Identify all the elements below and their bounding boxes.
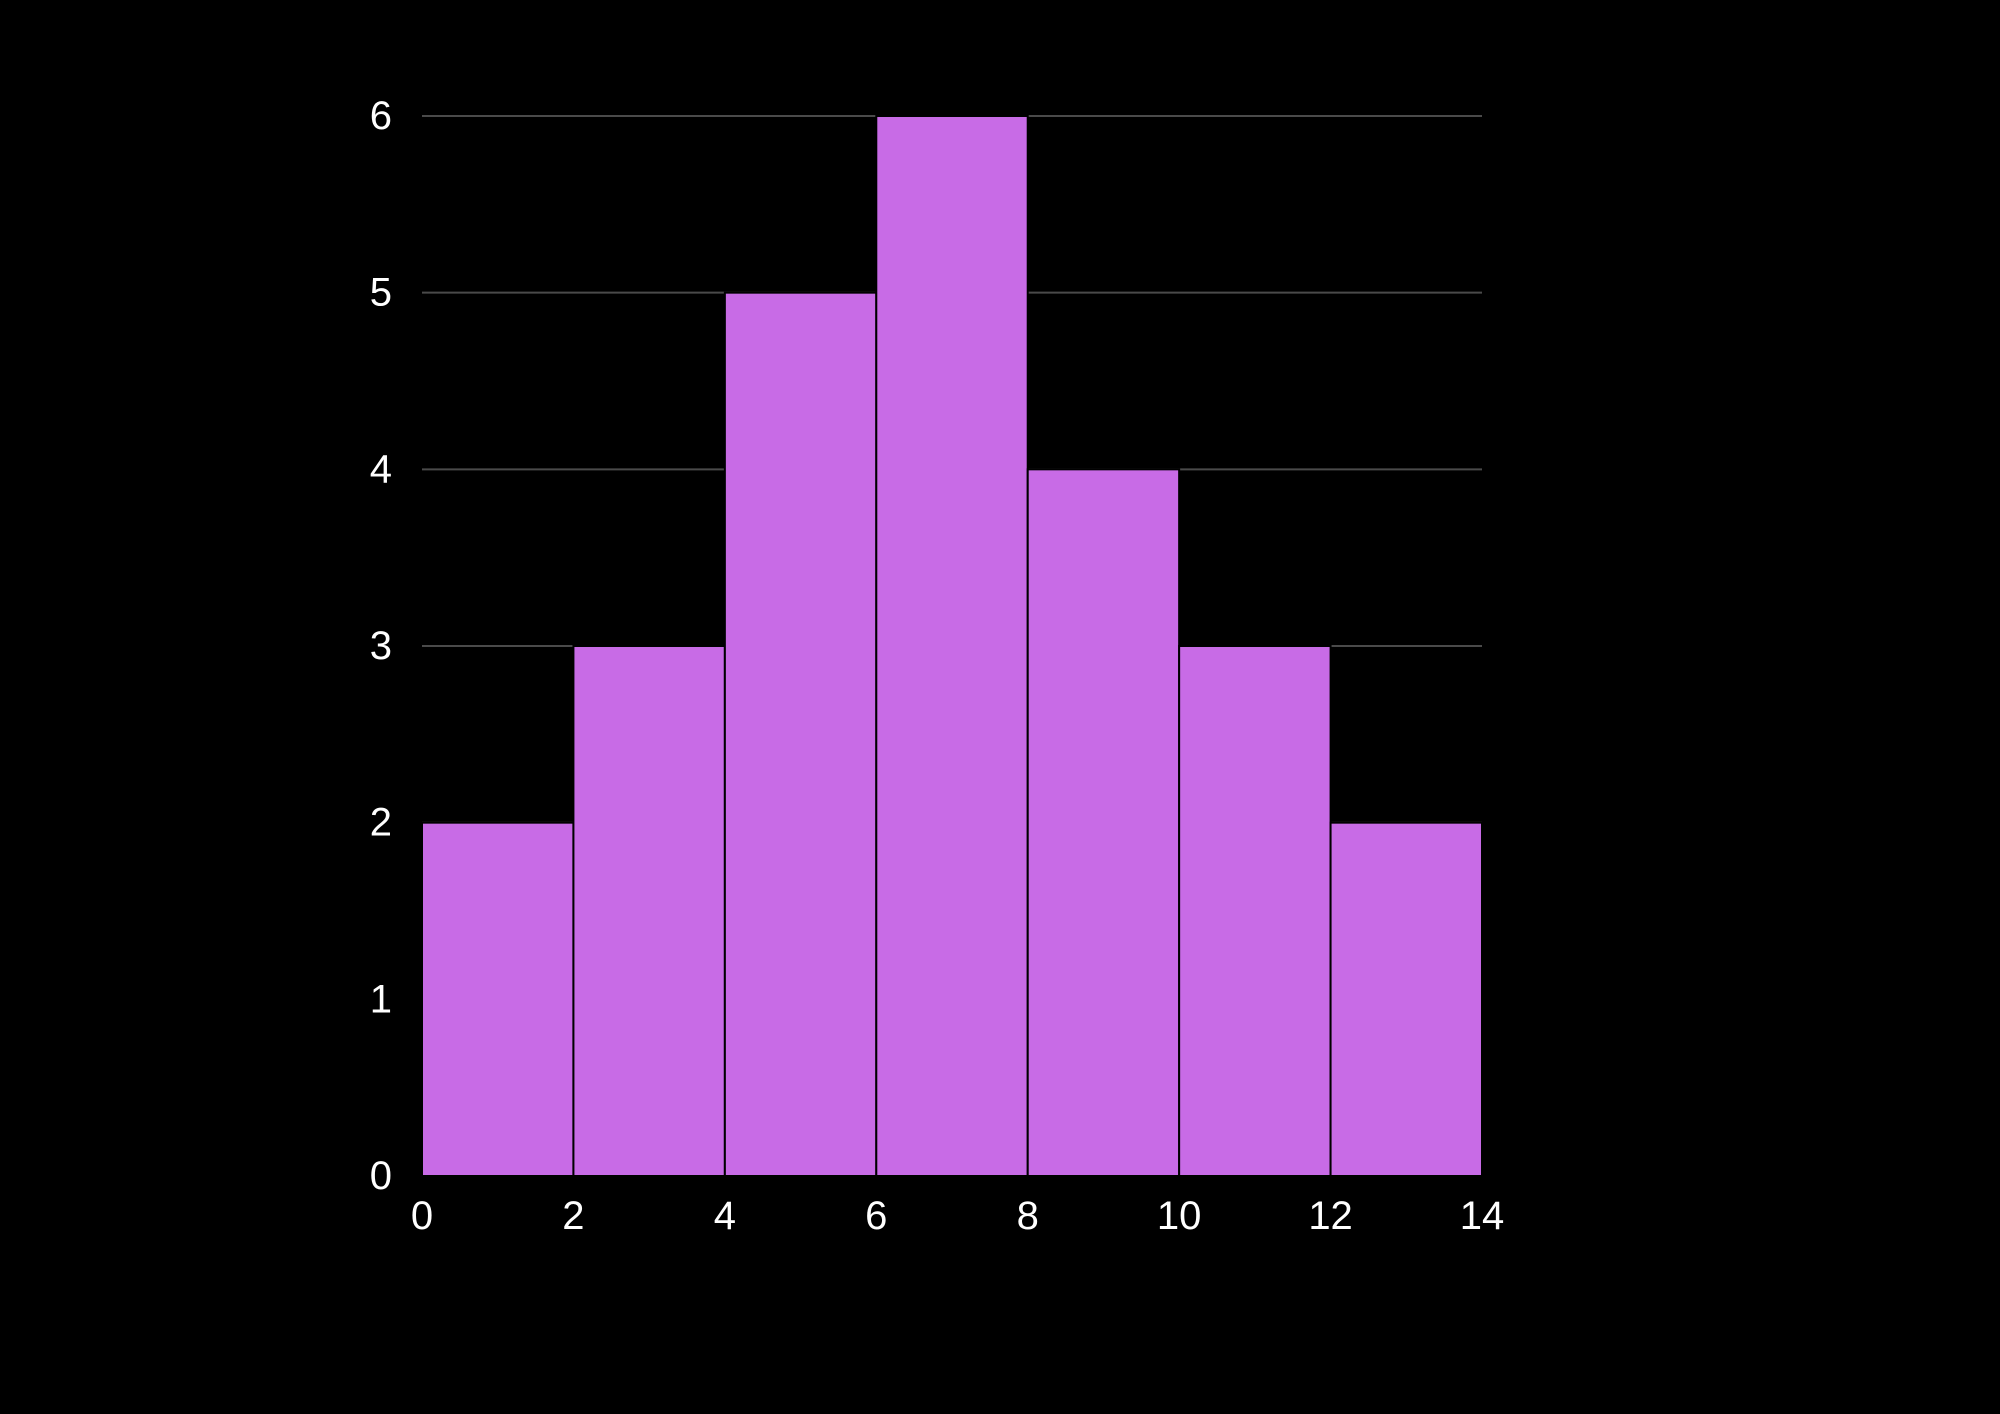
histogram-bar-0-2: [421, 821, 575, 1178]
x-tick-label-14: 14: [1460, 1194, 1505, 1238]
histogram-bar-8-10: [1026, 468, 1181, 1178]
x-tick-label-2: 2: [562, 1194, 584, 1238]
y-tick-label-5: 5: [370, 271, 392, 315]
histogram-bar-4-6: [723, 291, 878, 1177]
histogram-bar-2-4: [572, 645, 726, 1177]
y-axis-tick-labels: 0 1 2 3 4 5 6: [370, 94, 392, 1198]
y-tick-label-1: 1: [370, 977, 392, 1021]
y-tick-label-4: 4: [370, 447, 392, 491]
x-tick-label-10: 10: [1157, 1194, 1202, 1238]
x-axis-tick-labels: 0 2 4 6 8 10 12 14: [411, 1194, 1504, 1238]
bars: [421, 115, 1483, 1178]
y-tick-label-0: 0: [370, 1154, 392, 1198]
histogram-bar-6-8: [875, 115, 1029, 1177]
x-tick-label-0: 0: [411, 1194, 433, 1238]
x-tick-label-4: 4: [714, 1194, 736, 1238]
y-tick-label-6: 6: [370, 94, 392, 138]
x-tick-label-6: 6: [865, 1194, 887, 1238]
x-tick-label-12: 12: [1308, 1194, 1353, 1238]
histogram-bar-10-12: [1178, 645, 1332, 1177]
y-tick-label-3: 3: [370, 624, 392, 668]
x-tick-label-8: 8: [1017, 1194, 1039, 1238]
y-tick-label-2: 2: [370, 801, 392, 845]
histogram-bar-12-14: [1329, 821, 1483, 1178]
